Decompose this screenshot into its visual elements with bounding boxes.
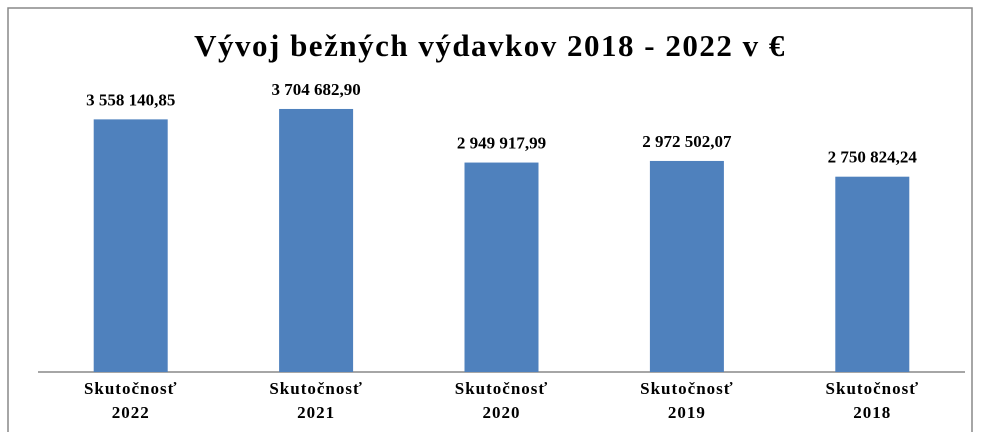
x-tick-label: Skutočnosť 2020 [454, 379, 549, 422]
value-label: 3 558 140,85 [86, 90, 175, 109]
x-tick-label: Skutočnosť 2019 [640, 379, 734, 422]
value-label: 2 949 917,99 [457, 134, 546, 153]
chart-title: Vývoj bežných výdavkov 2018 - 2022 v € [194, 28, 786, 63]
bar [835, 176, 910, 372]
bar [279, 108, 354, 372]
x-tick-label: Skutočnosť 2022 [83, 379, 178, 422]
x-tick-label: Skutočnosť 2018 [825, 379, 920, 422]
bar [649, 160, 724, 372]
value-label: 2 750 824,24 [828, 148, 918, 167]
bar [93, 119, 168, 372]
value-label: 2 972 502,07 [642, 132, 732, 151]
x-tick-label: Skutočnosť 2021 [269, 379, 363, 422]
value-label: 3 704 682,90 [271, 80, 360, 99]
bar [464, 162, 539, 372]
